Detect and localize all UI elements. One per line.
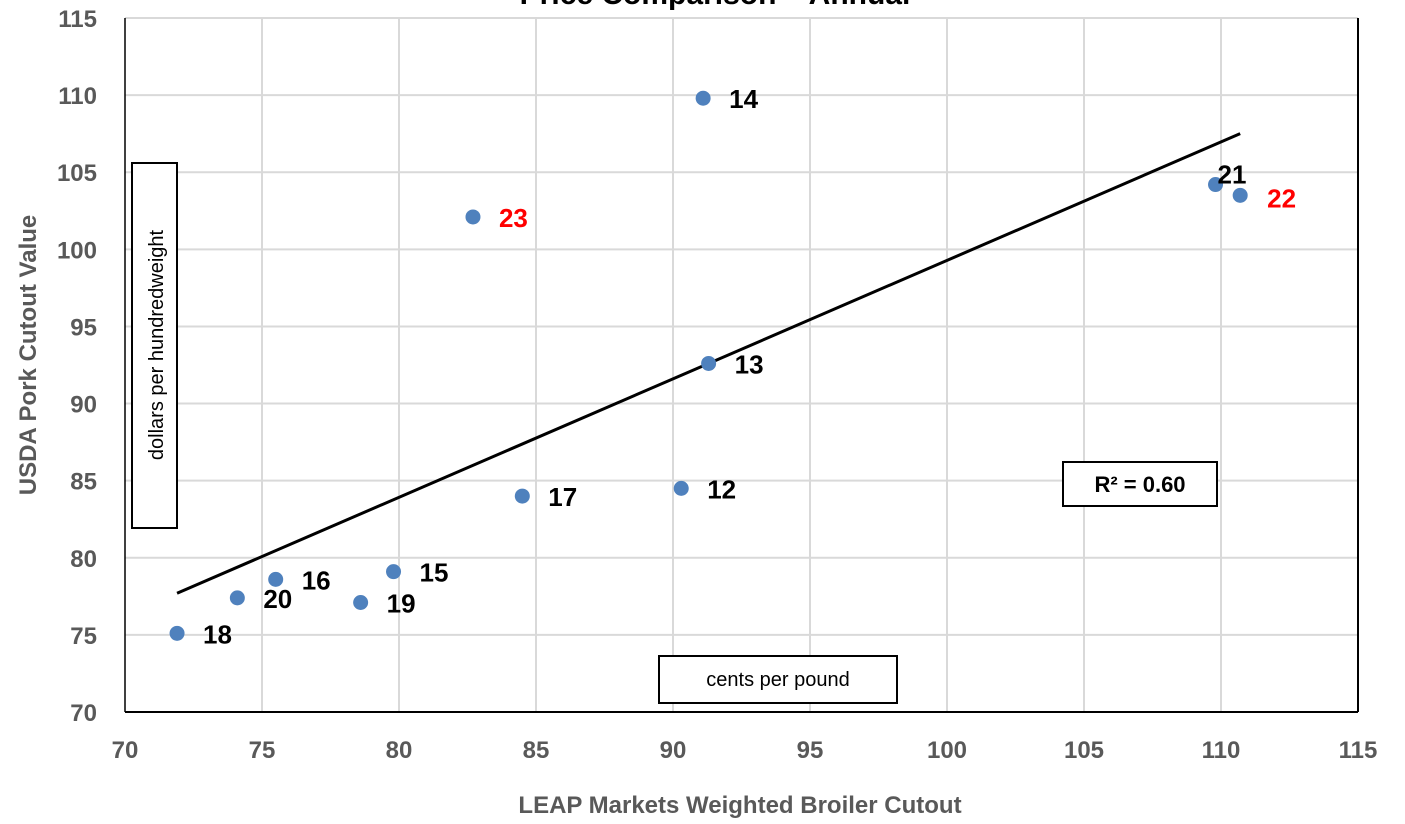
data-point [268,571,284,587]
y-axis-title: USDA Pork Cutout Value [15,215,42,495]
data-point [514,488,530,504]
x-tick-label: 110 [1202,737,1241,764]
x-axis-ticks: 70 75 80 85 90 95 100 105 110 115 [112,737,1378,764]
y-tick-label: 115 [58,6,97,33]
data-point [353,595,369,611]
y-tick-label: 75 [70,623,97,650]
r-squared-box [1062,461,1218,507]
data-point [169,625,185,641]
x-tick-label: 115 [1339,737,1378,764]
point-label: 15 [420,558,449,588]
data-point [673,480,689,496]
point-label: 18 [203,619,232,649]
data-point [229,590,245,606]
data-point [701,355,717,371]
point-labels: 12 13 14 15 16 17 18 19 20 21 22 23 [203,84,1296,649]
point-label: 13 [735,349,764,379]
data-points [169,90,1248,641]
x-unit-note: cents per pound [706,669,849,691]
x-tick-label: 85 [523,737,550,764]
point-label: 19 [387,589,416,619]
x-unit-box [658,655,898,704]
y-tick-label: 100 [57,237,97,264]
data-point [386,564,402,580]
y-tick-label: 70 [70,700,97,727]
y-axis-ticks: 70 75 80 85 90 95 100 105 110 115 [57,6,97,727]
x-tick-label: 90 [660,737,687,764]
y-tick-label: 95 [70,314,97,341]
point-label: 17 [548,482,577,512]
y-tick-label: 110 [58,83,97,110]
x-tick-label: 75 [249,737,276,764]
y-unit-note: dollars per hundredweight [146,229,168,460]
y-tick-label: 90 [70,392,97,419]
data-point [465,209,481,225]
x-tick-label: 105 [1064,737,1104,764]
point-label: 20 [263,584,292,614]
point-label: 12 [707,474,736,504]
x-tick-label: 95 [797,737,824,764]
x-axis-title: LEAP Markets Weighted Broiler Cutout [518,792,961,819]
point-label: 16 [302,565,331,595]
point-label: 23 [499,203,528,233]
point-label: 14 [729,84,758,114]
r-squared-label: R² = 0.60 [1094,472,1185,497]
gridlines [125,17,1358,712]
data-point [1232,187,1248,203]
y-unit-box [131,162,178,529]
y-tick-label: 85 [70,469,97,496]
data-point [1208,177,1224,193]
point-label: 21 [1218,160,1247,190]
y-tick-label: 80 [70,546,97,573]
x-tick-label: 80 [386,737,413,764]
y-tick-label: 105 [57,160,97,187]
data-point [695,90,711,106]
x-tick-label: 100 [927,737,967,764]
chart-title: Price Comparison – Annual [520,0,911,11]
point-label: 22 [1267,183,1296,213]
x-tick-label: 70 [112,737,139,764]
